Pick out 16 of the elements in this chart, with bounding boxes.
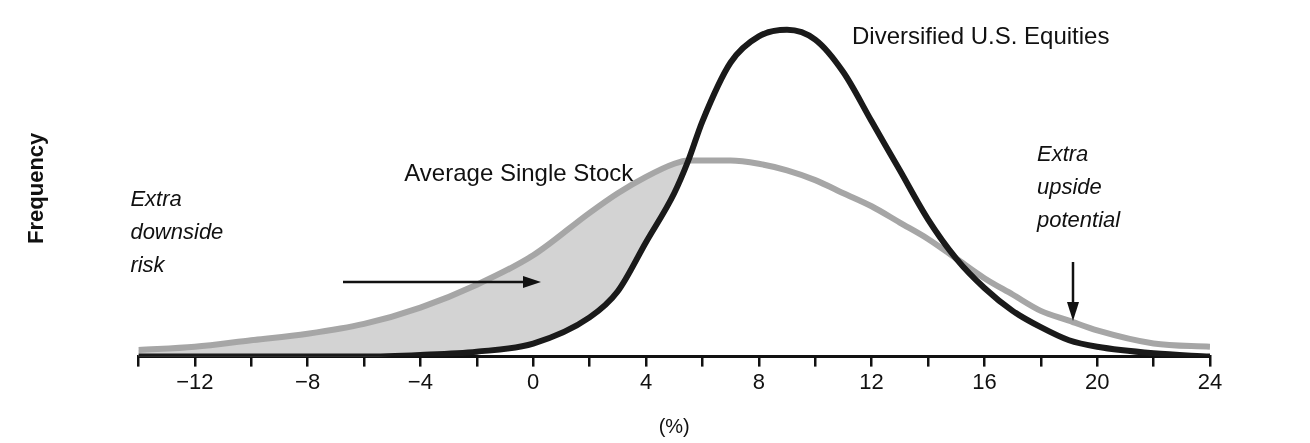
series-label: Average Single Stock — [404, 159, 635, 187]
x-tick-label: 0 — [527, 368, 540, 394]
x-tick-label: 16 — [972, 368, 997, 394]
x-tick-label: 20 — [1084, 368, 1110, 394]
series-label: Diversified U.S. Equities — [852, 22, 1110, 50]
x-tick-label: −8 — [295, 368, 321, 394]
x-axis-title: (%) — [658, 414, 690, 437]
x-tick-label: 8 — [752, 368, 765, 394]
annotation: Extra upside potential — [1036, 141, 1122, 233]
x-tick-label: 12 — [859, 368, 884, 394]
y-axis-title: Frequency — [23, 131, 49, 244]
x-tick-label: 4 — [639, 368, 653, 394]
x-tick-label: −4 — [407, 368, 433, 394]
x-tick-label: 24 — [1197, 368, 1223, 394]
annotation: Extra downside risk — [130, 186, 224, 278]
x-tick-label: −12 — [176, 368, 214, 394]
